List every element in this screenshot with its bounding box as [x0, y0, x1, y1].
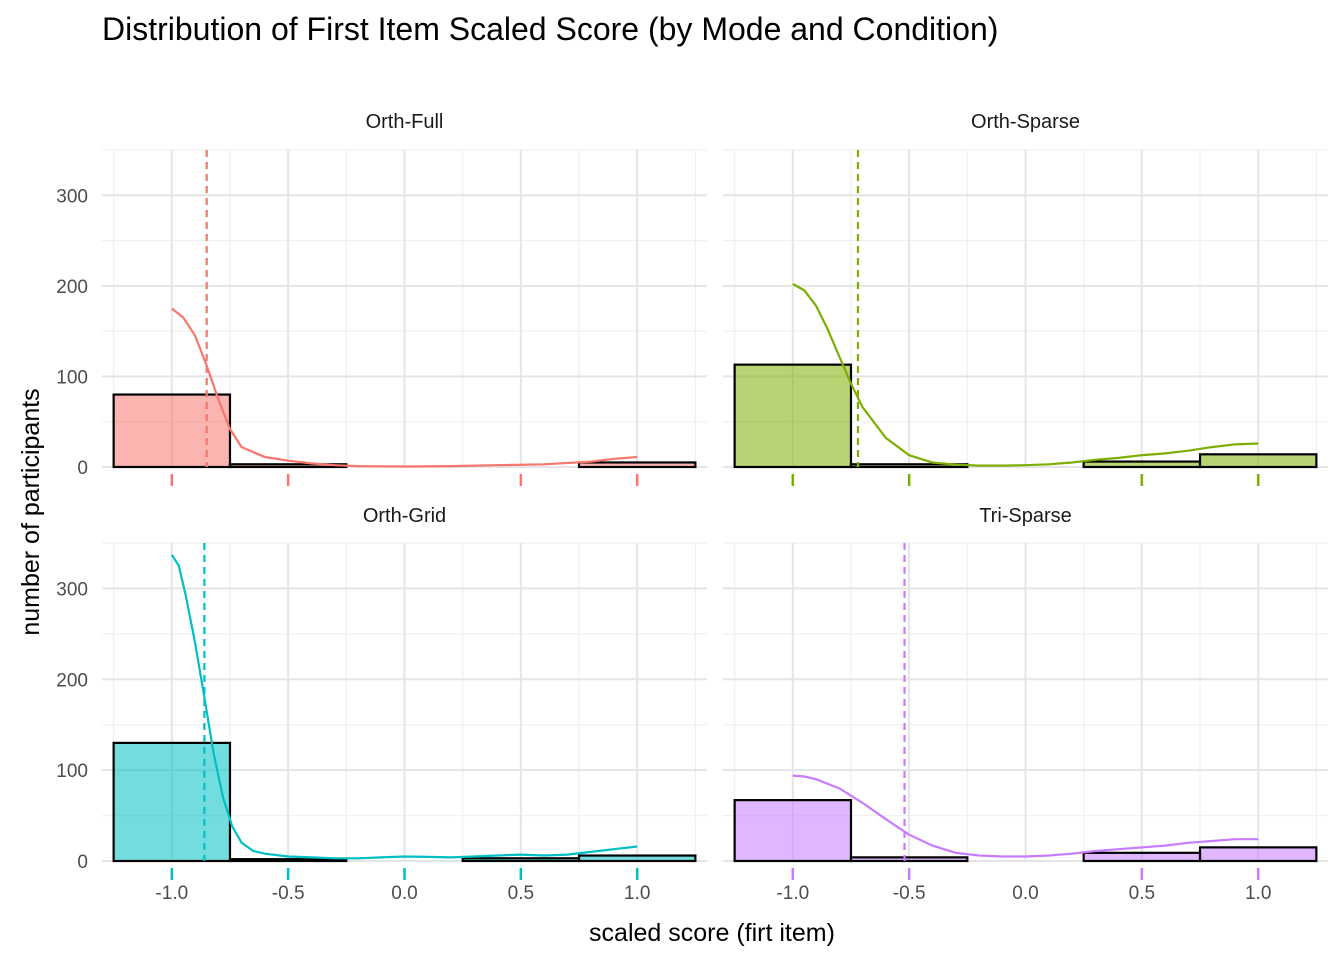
- chart-title: Distribution of First Item Scaled Score …: [102, 11, 998, 47]
- density-curve: [792, 774, 1259, 858]
- histogram-bar: [1198, 846, 1318, 863]
- x-tick-label: 0.0: [1012, 883, 1038, 904]
- histogram-bar: [733, 363, 853, 469]
- density-curve: [792, 283, 1259, 467]
- density-curve: [171, 307, 638, 468]
- histogram-bar: [577, 461, 697, 469]
- y-tick-label: 100: [56, 367, 88, 388]
- x-tick-label: 1.0: [1245, 883, 1271, 904]
- facet-label-tri-sparse: Tri-Sparse: [979, 505, 1072, 527]
- facet-label-orth-grid: Orth-Grid: [363, 505, 446, 527]
- panel-tri-sparse: Tri-Sparse -1.0 -0.5 0.0 0.5 1.0: [723, 505, 1328, 904]
- panel-orth-full: Orth-Full 0 100 200 300: [56, 111, 707, 486]
- y-axis-title: number of participants: [17, 388, 45, 635]
- x-tick-label: -0.5: [893, 883, 926, 904]
- facet-label-orth-sparse: Orth-Sparse: [971, 111, 1080, 133]
- y-tick-label: 300: [56, 186, 88, 207]
- histogram-bar: [112, 741, 232, 863]
- y-tick-label: 300: [56, 579, 88, 600]
- histogram-bar: [461, 857, 581, 863]
- y-tick-label: 200: [56, 670, 88, 691]
- histogram-bar: [1198, 453, 1318, 469]
- histogram-bar: [849, 856, 969, 863]
- x-tick-label: 0.5: [1129, 883, 1155, 904]
- x-tick-label: 0.0: [391, 883, 417, 904]
- histogram-bar: [1082, 460, 1202, 469]
- density-curve: [170, 554, 638, 860]
- y-tick-label: 0: [77, 852, 88, 873]
- facet-panels: Orth-Full 0 100 200 300 Orth-Sparse Orth-Grid 0…: [56, 111, 1328, 904]
- y-tick-label: 200: [56, 277, 88, 298]
- histogram-bar: [1082, 851, 1202, 863]
- facet-label-orth-full: Orth-Full: [366, 111, 444, 133]
- x-tick-label: -0.5: [272, 883, 305, 904]
- histogram-bar: [112, 393, 232, 469]
- x-axis-title: scaled score (firt item): [589, 919, 835, 947]
- x-tick-label: 0.5: [508, 883, 534, 904]
- histogram-bar: [577, 854, 697, 863]
- y-tick-label: 0: [77, 458, 88, 479]
- x-tick-label: 1.0: [624, 883, 650, 904]
- histogram-bar: [733, 799, 853, 863]
- x-tick-label: -1.0: [155, 883, 188, 904]
- panel-orth-grid: Orth-Grid 0 100 200 300 -1.0 -0.5 0.0 0.5 1.0: [56, 505, 707, 904]
- histogram-bar: [228, 858, 348, 863]
- y-tick-label: 100: [56, 761, 88, 782]
- panel-orth-sparse: Orth-Sparse: [723, 111, 1328, 486]
- x-tick-label: -1.0: [776, 883, 809, 904]
